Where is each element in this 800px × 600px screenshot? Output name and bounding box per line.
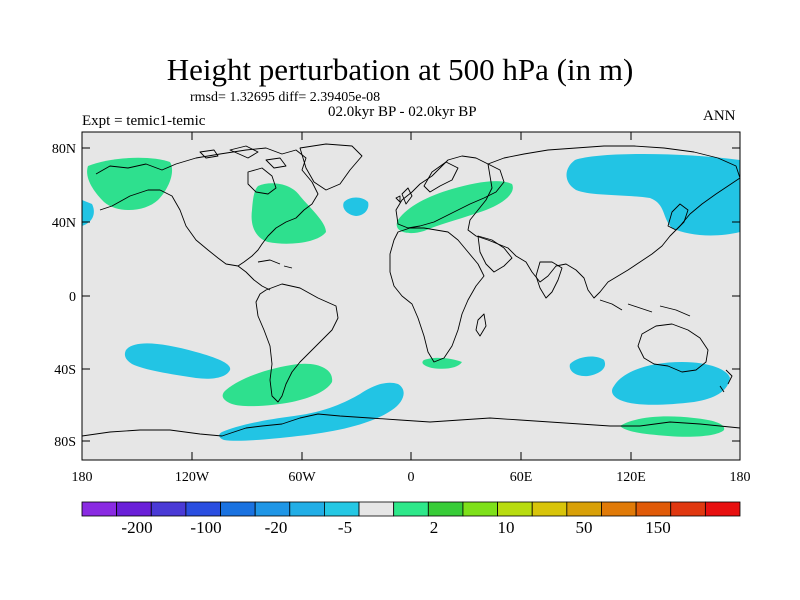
coast-japan: [667, 203, 689, 231]
north-atlantic-negative: [343, 197, 369, 216]
colorbar-label: -200: [121, 518, 152, 537]
coast-arctic-islands: [199, 145, 287, 169]
coast-australia: [637, 323, 709, 373]
lat-tick-label: 80S: [54, 435, 76, 450]
lat-tick-label: 80N: [52, 142, 76, 157]
colorbar-swatch: [150, 501, 187, 517]
colorbar-label: -20: [265, 518, 288, 537]
coast-asia: [467, 145, 740, 299]
colorbar-swatch: [116, 501, 152, 517]
pacific-north-positive-edge: [82, 200, 94, 226]
antarctic-coast-positive: [620, 416, 725, 437]
colorbar-swatch: [670, 501, 706, 517]
coast-antarctica: [82, 413, 740, 437]
coast-africa: [389, 227, 485, 363]
lon-tick-label: 0: [408, 470, 415, 485]
coast-central-america: [237, 265, 271, 291]
indian-ocean-negative: [569, 356, 606, 377]
colorbar-swatch: [566, 501, 602, 517]
south-africa-positive: [422, 357, 462, 369]
colorbar-label: 2: [430, 518, 439, 537]
lon-tick-label: 180: [72, 470, 93, 485]
siberia-negative: [566, 154, 740, 236]
colorbar-swatch: [635, 501, 672, 517]
colorbar-swatch: [601, 501, 637, 517]
colorbar-swatch: [497, 501, 533, 517]
lat-tick-label: 40N: [52, 216, 76, 231]
coast-greenland: [299, 143, 363, 191]
lon-tick-label: 60W: [288, 470, 316, 485]
lon-tick-label: 120E: [616, 470, 646, 485]
colorbar-swatch: [254, 501, 291, 517]
coast-britain: [395, 187, 413, 205]
plot-title: Height perturbation at 500 hPa (in m): [166, 52, 634, 87]
colorbar-swatch: [289, 501, 325, 517]
colorbar-label: 10: [498, 518, 515, 537]
colorbar-label: 50: [576, 518, 593, 537]
pacific-north-positive: [87, 157, 173, 211]
coast-india: [535, 261, 563, 299]
lon-tick-label: 60E: [510, 470, 533, 485]
colorbar-label: 150: [645, 518, 671, 537]
colorbar-swatch: [81, 501, 118, 517]
lat-tick-label: 40S: [54, 363, 76, 378]
colorbar-swatch: [220, 501, 256, 517]
lat-tick-label: 0: [69, 290, 76, 305]
coast-madagascar: [475, 313, 487, 337]
southern-ocean-negative: [219, 382, 404, 441]
coast-europe: [395, 155, 505, 229]
lon-tick-label: 120W: [175, 470, 210, 485]
south-pacific-negative: [124, 343, 231, 379]
coast-scandinavia: [423, 161, 459, 193]
colorbar-swatch: [531, 501, 568, 517]
coast-caribbean: [257, 259, 293, 269]
coast-arabia: [477, 235, 513, 273]
coast-indonesia: [599, 299, 691, 317]
coast-north-america: [95, 147, 319, 267]
coastlines: [82, 143, 740, 437]
stats-line: rmsd= 1.32695 diff= 2.39405e-08: [190, 90, 381, 105]
anomaly-layer: [82, 154, 740, 441]
colorbar: [81, 501, 741, 517]
experiment-label: Expt = temic1-temic: [82, 113, 206, 129]
colorbar-swatch: [358, 501, 395, 517]
lat-tick-labels: 80N 40N 0 40S 80S: [52, 142, 76, 450]
coast-hudson-bay: [247, 167, 277, 195]
colorbar-label: -100: [190, 518, 221, 537]
axis-ticks: [81, 132, 741, 460]
colorbar-labels: -200 -100 -20 -5 2 10 50 150: [121, 518, 670, 537]
subtitle: 02.0kyr BP - 02.0kyr BP: [328, 104, 477, 120]
lon-tick-label: 180: [730, 470, 751, 485]
colorbar-swatch: [462, 501, 498, 517]
season-label: ANN: [703, 108, 736, 124]
coast-new-zealand: [719, 369, 733, 393]
colorbar-swatch: [324, 501, 360, 517]
australia-negative: [612, 362, 730, 405]
colorbar-swatch: [185, 501, 221, 517]
colorbar-label: -5: [338, 518, 352, 537]
coast-south-america: [255, 283, 339, 403]
north-america-positive: [251, 183, 326, 244]
colorbar-swatch: [427, 501, 464, 517]
colorbar-swatch: [704, 501, 741, 517]
south-america-positive: [222, 363, 333, 407]
colorbar-swatch: [393, 501, 429, 517]
lon-tick-labels: 180 120W 60W 0 60E 120E 180: [72, 470, 751, 485]
europe-positive: [396, 181, 513, 234]
